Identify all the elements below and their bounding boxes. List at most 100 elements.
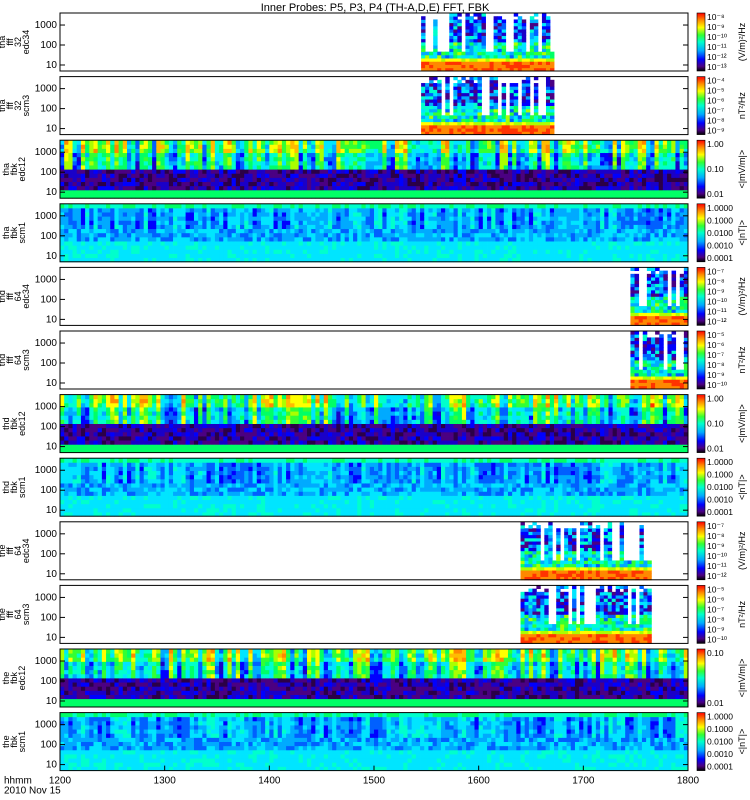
spec-cell xyxy=(513,48,519,53)
spec-cell xyxy=(437,121,442,126)
spec-cell xyxy=(390,185,396,191)
spec-cell xyxy=(549,194,555,199)
spec-cell xyxy=(489,99,495,103)
spec-cell xyxy=(512,165,517,170)
spec-cell xyxy=(549,152,555,158)
spec-cell xyxy=(152,207,157,213)
spec-cell xyxy=(415,169,421,174)
spec-cell xyxy=(323,156,329,162)
spec-cell xyxy=(453,64,458,69)
spec-cell xyxy=(513,121,519,126)
spec-cell xyxy=(97,152,103,158)
spec-cell xyxy=(554,253,559,259)
colorbar-tick-label: 10⁻⁵ xyxy=(707,86,724,96)
spec-cell xyxy=(453,121,458,126)
spec-cell xyxy=(541,257,547,263)
spec-cell xyxy=(240,194,245,199)
spec-cell xyxy=(231,140,237,145)
spec-cell xyxy=(516,160,521,166)
spec-cell xyxy=(470,173,475,178)
spec-cell xyxy=(214,152,220,158)
spec-cell xyxy=(625,249,630,254)
spec-cell xyxy=(533,22,539,27)
spec-cell xyxy=(453,61,458,65)
spec-cell xyxy=(407,207,413,213)
spec-cell xyxy=(403,253,408,259)
spec-cell xyxy=(101,189,107,195)
spec-cell xyxy=(503,212,509,217)
spec-cell xyxy=(378,165,383,170)
spec-cell xyxy=(193,216,199,221)
spec-cell xyxy=(429,51,434,56)
spec-cell xyxy=(164,228,170,234)
spec-cell xyxy=(545,118,551,123)
spec-cell xyxy=(637,173,643,178)
spec-cell xyxy=(332,169,337,174)
spec-cell xyxy=(294,156,300,162)
spec-cell xyxy=(290,203,295,209)
spec-cell xyxy=(72,165,78,170)
spec-cell xyxy=(503,177,509,183)
spec-cell xyxy=(193,194,199,199)
spec-cell xyxy=(386,156,392,162)
spec-cell xyxy=(340,228,346,234)
spec-cell xyxy=(403,224,408,230)
spec-cell xyxy=(675,181,681,187)
spec-cell xyxy=(286,228,291,234)
spec-cell xyxy=(512,144,517,149)
spec-cell xyxy=(529,64,535,69)
spec-cell xyxy=(164,203,170,209)
spec-cell xyxy=(403,144,408,149)
spec-cell xyxy=(139,228,145,234)
spec-cell xyxy=(118,241,124,246)
spec-cell xyxy=(122,160,128,166)
spec-cell xyxy=(497,67,503,72)
spec-cell xyxy=(436,216,442,221)
spec-cell xyxy=(449,54,454,59)
spec-cell xyxy=(501,45,507,49)
spec-cell xyxy=(474,245,480,250)
spec-cell xyxy=(461,61,466,65)
spec-cell xyxy=(429,99,434,103)
spec-cell xyxy=(357,257,362,263)
spec-cell xyxy=(361,160,367,166)
spec-cell xyxy=(378,228,383,234)
spec-cell xyxy=(60,207,65,213)
spec-cell xyxy=(122,140,128,145)
spec-cell xyxy=(93,144,99,149)
spec-cell xyxy=(487,173,492,178)
spec-cell xyxy=(537,207,542,213)
colorbar-unit: nT²/Hz xyxy=(737,92,747,120)
spec-cell xyxy=(156,194,161,199)
spec-cell xyxy=(629,249,634,254)
spec-cell xyxy=(135,173,140,178)
spec-cell xyxy=(302,249,308,254)
spec-cell xyxy=(528,228,534,234)
spec-cell xyxy=(574,165,580,170)
spec-cell xyxy=(231,194,237,199)
spec-cell xyxy=(641,249,647,254)
spec-cell xyxy=(160,177,166,183)
spec-cell xyxy=(214,228,220,234)
spec-cell xyxy=(608,165,614,170)
spec-cell xyxy=(667,148,672,154)
spec-cell xyxy=(507,220,513,225)
spec-cell xyxy=(344,203,350,209)
spec-cell xyxy=(612,228,618,234)
spec-cell xyxy=(97,165,103,170)
spec-cell xyxy=(164,220,170,225)
spec-cell xyxy=(566,253,572,259)
spec-cell xyxy=(487,189,492,195)
spec-cell xyxy=(357,207,362,213)
spec-cell xyxy=(382,165,387,170)
spec-cell xyxy=(482,177,488,183)
spec-cell xyxy=(493,86,499,90)
spec-cell xyxy=(529,54,535,59)
spec-cell xyxy=(491,249,496,254)
spec-cell xyxy=(122,224,128,230)
spec-cell xyxy=(507,177,513,183)
spec-cell xyxy=(432,169,438,174)
spec-cell xyxy=(231,253,237,259)
spec-cell xyxy=(147,203,153,209)
spec-cell xyxy=(340,257,346,263)
